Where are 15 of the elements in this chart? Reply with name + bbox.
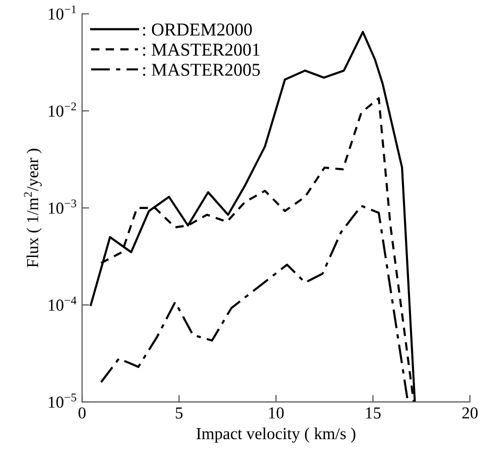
y-tick-label: 10$^{−2}$ <box>48 102 76 117</box>
y-tick-label: 10$^{−4}$ <box>48 296 76 311</box>
y-tick-label: 10$^{−5}$ <box>48 394 76 408</box>
x-tick-label: 20 <box>462 407 478 419</box>
legend-label: : ORDEM2000 <box>143 23 252 36</box>
y-axis-title: Flux ( 1/m$^{2}$/year ) <box>24 148 42 268</box>
x-tick-label: 0 <box>78 407 86 419</box>
legend-label: : MASTER2001 <box>143 44 260 56</box>
y-tick-label: 10$^{−3}$ <box>48 200 76 214</box>
x-tick-label: 15 <box>366 407 381 419</box>
x-tick-label: 5 <box>176 408 183 419</box>
legend-label: : MASTER2005 <box>143 64 260 76</box>
y-tick-label: 10$^{−1}$ <box>48 5 76 20</box>
x-tick-label: 10 <box>269 407 284 419</box>
x-axis-title: Impact velocity ( km/s ) <box>196 428 356 443</box>
